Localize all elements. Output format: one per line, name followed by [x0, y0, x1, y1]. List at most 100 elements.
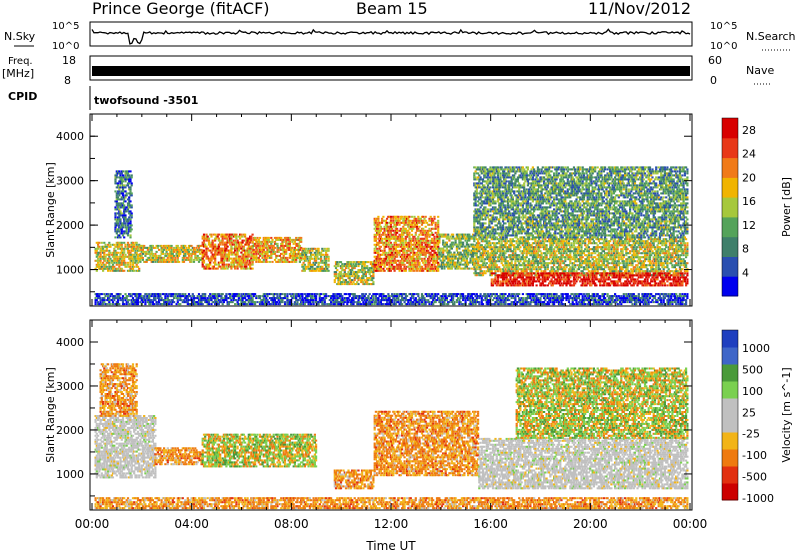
data-cell: [419, 257, 422, 260]
data-cell: [399, 227, 402, 230]
data-cell: [422, 221, 425, 224]
data-cell: [599, 268, 602, 271]
data-cell: [318, 257, 321, 260]
data-cell: [366, 271, 369, 274]
data-cell: [414, 247, 417, 250]
data-cell: [129, 265, 132, 268]
data-cell: [437, 235, 440, 238]
data-cell: [168, 260, 171, 263]
data-cell: [570, 244, 573, 247]
nsky-label: N.Sky: [4, 30, 36, 43]
data-cell: [341, 267, 344, 270]
data-cell: [562, 268, 566, 271]
data-cell: [392, 267, 395, 270]
data-cell: [373, 269, 376, 272]
data-cell: [266, 250, 269, 253]
data-cell: [483, 270, 486, 273]
data-cell: [138, 253, 141, 256]
data-cell: [261, 248, 264, 251]
data-cell: [123, 176, 126, 179]
data-cell: [519, 240, 522, 243]
data-cell: [277, 260, 280, 263]
data-cell: [97, 265, 100, 268]
data-cell: [128, 251, 131, 254]
data-cell: [250, 247, 253, 250]
data-cell: [376, 251, 379, 254]
data-cell: [640, 256, 643, 259]
data-cell: [559, 242, 562, 245]
data-cell: [275, 242, 278, 245]
data-cell: [442, 241, 445, 244]
data-cell: [285, 252, 288, 255]
data-cell: [562, 240, 566, 243]
data-cell: [621, 244, 624, 247]
data-cell: [202, 243, 206, 246]
data-cell: [342, 275, 345, 278]
data-cell: [258, 240, 262, 243]
data-cell: [460, 237, 463, 240]
data-cell: [298, 240, 301, 243]
data-cell: [97, 243, 100, 246]
data-cell: [129, 188, 132, 191]
data-cell: [529, 262, 532, 265]
data-cell: [567, 248, 571, 251]
data-cell: [201, 251, 204, 254]
data-cell: [560, 246, 563, 249]
data-cell: [428, 257, 431, 260]
data-cell: [514, 250, 517, 253]
data-cell: [295, 258, 298, 261]
data-cell: [266, 252, 269, 255]
data-cell: [109, 269, 112, 272]
data-cell: [371, 279, 374, 282]
data-cell: [343, 269, 346, 272]
data-cell: [544, 258, 547, 261]
data-cell: [602, 262, 605, 265]
data-cell: [399, 239, 402, 242]
data-cell: [420, 223, 424, 226]
data-cell: [617, 264, 620, 267]
data-cell: [150, 248, 153, 251]
data-cell: [338, 279, 341, 282]
data-cell: [286, 258, 289, 261]
data-cell: [326, 263, 329, 266]
data-cell: [633, 254, 637, 257]
data-cell: [478, 272, 481, 275]
data-cell: [111, 269, 115, 272]
data-cell: [146, 246, 149, 249]
data-cell: [448, 253, 451, 256]
data-cell: [415, 229, 419, 232]
data-cell: [194, 252, 197, 255]
data-cell: [407, 233, 410, 236]
data-cell: [423, 229, 426, 232]
data-cell: [126, 220, 130, 223]
data-cell: [134, 247, 137, 250]
data-cell: [362, 273, 365, 276]
data-cell: [130, 192, 133, 195]
data-cell: [435, 247, 439, 250]
data-cell: [409, 265, 412, 268]
data-cell: [241, 235, 244, 238]
data-cell: [642, 266, 645, 269]
data-cell: [447, 233, 450, 236]
data-cell: [572, 248, 576, 251]
data-cell: [388, 235, 391, 238]
data-cell: [549, 254, 552, 257]
data-cell: [245, 243, 248, 246]
data-cell: [430, 219, 434, 222]
data-cell: [420, 237, 424, 240]
data-cell: [119, 180, 122, 183]
data-cell: [438, 233, 441, 236]
data-cell: [107, 257, 110, 260]
data-cell: [327, 259, 330, 262]
data-cell: [494, 250, 497, 253]
data-cell: [489, 268, 492, 271]
data-cell: [449, 235, 452, 238]
data-cell: [531, 256, 534, 259]
data-cell: [239, 265, 242, 268]
data-cell: [349, 269, 353, 272]
data-cell: [474, 244, 477, 247]
data-cell: [483, 266, 486, 269]
data-cell: [220, 233, 223, 236]
data-cell: [382, 243, 385, 246]
data-cell: [571, 262, 574, 265]
